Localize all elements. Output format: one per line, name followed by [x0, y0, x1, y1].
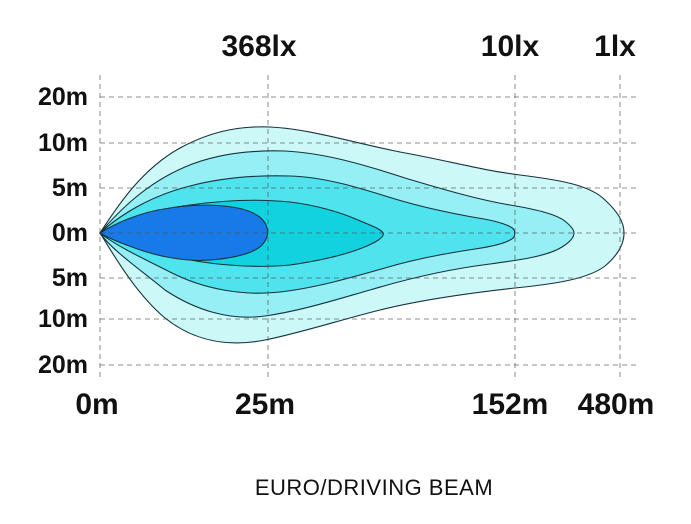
x-axis-label-25m: 25m	[234, 388, 296, 421]
y-axis-label-0m: 0m	[51, 219, 88, 247]
y-axis-label-5m-top: 5m	[51, 174, 88, 202]
lux-label-1lx: 1lx	[594, 30, 636, 63]
lux-label-368lx: 368lx	[221, 30, 297, 63]
chart-title: EURO/DRIVING BEAM	[254, 475, 494, 500]
y-axis-label-20m-top: 20m	[37, 83, 88, 111]
y-axis-label-10m-bottom: 10m	[37, 305, 88, 333]
y-axis-label-20m-bottom: 20m	[37, 351, 88, 379]
y-axis-label-10m-top: 10m	[37, 129, 88, 157]
lux-label-10lx: 10lx	[480, 30, 540, 63]
y-axis-label-5m-bottom: 5m	[51, 264, 88, 292]
x-axis-label-480m: 480m	[577, 388, 655, 421]
beam-contours	[98, 126, 625, 344]
x-axis-label-0m: 0m	[75, 388, 119, 421]
x-axis-label-152m: 152m	[471, 388, 549, 421]
